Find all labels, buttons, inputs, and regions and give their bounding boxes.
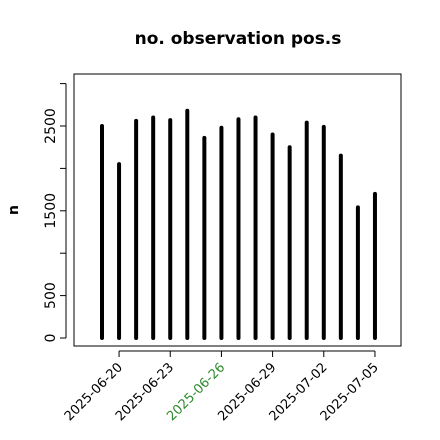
y-tick-label: 2500 bbox=[43, 108, 59, 144]
y-axis-label: n bbox=[6, 205, 22, 215]
bars-group bbox=[100, 108, 377, 340]
x-axis: 2025-06-202025-06-232025-06-262025-06-29… bbox=[62, 350, 382, 424]
y-tick-label: 0 bbox=[43, 334, 59, 343]
y-tick-label: 1500 bbox=[43, 193, 59, 229]
y-tick-label: 500 bbox=[43, 282, 59, 309]
plot-frame bbox=[73, 73, 402, 347]
chart-title: no. observation pos.s bbox=[135, 29, 342, 49]
y-axis: 0 500 1500 2500 bbox=[43, 83, 67, 343]
